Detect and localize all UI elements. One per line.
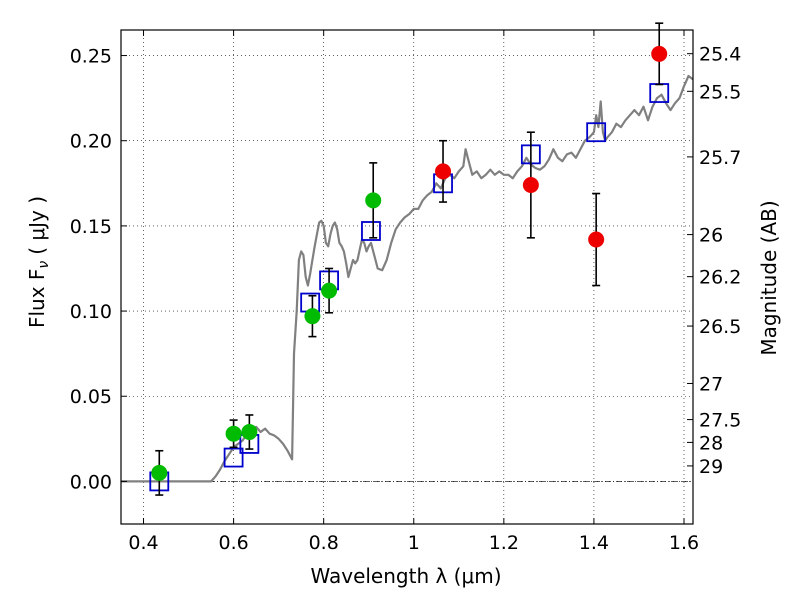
x-tick-label: 1.4 [579, 532, 609, 554]
observed-point-red [435, 163, 452, 180]
y2-tick-label: 28 [699, 432, 723, 454]
y2-tick-label: 25.5 [699, 81, 741, 103]
plot-area [121, 22, 694, 496]
y-axis-label: Flux Fν ( μJy ) [25, 196, 52, 328]
model-flux-square [361, 221, 381, 241]
y-tick-label: 0.05 [70, 386, 112, 408]
y2-tick-label: 27.5 [699, 410, 741, 432]
x-tick-label: 1.6 [669, 532, 699, 554]
model-flux-square [649, 83, 670, 103]
x-tick-label: 1 [408, 532, 420, 554]
y-axis-label-unit: ( μJy ) [25, 196, 49, 255]
x-tick-label: 0.8 [309, 532, 339, 554]
x-axis: 0.4 0.6 0.8 1 1.2 1.4 1.6 [128, 30, 699, 554]
y-tick-label: 0.15 [70, 216, 112, 238]
y-tick-label: 0.10 [70, 301, 112, 323]
y-axis-label-sub: ν [36, 261, 52, 269]
observed-point-green [151, 464, 168, 481]
svg-text:Flux Fν( μJy ): Flux Fν ( μJy ) [25, 196, 52, 328]
y2-tick-label: 25.4 [699, 44, 741, 66]
y-tick-label: 0.25 [70, 46, 112, 68]
model-flux-square [223, 447, 244, 468]
x-tick-label: 1.2 [489, 532, 519, 554]
observed-point-green [241, 424, 258, 441]
grid [121, 30, 693, 524]
model-flux-square [586, 122, 607, 143]
observed-point-red [588, 231, 605, 248]
y2-tick-label: 26.2 [699, 267, 741, 289]
plot-frame [120, 29, 694, 525]
observed-point-red [651, 45, 668, 62]
observed-point-red [522, 177, 539, 194]
y2-axis-label: Magnitude (AB) [757, 200, 781, 355]
observed-point-green [365, 192, 382, 209]
x-axis-label: Wavelength λ (μm) [310, 564, 501, 588]
y-tick-label: 0.00 [70, 471, 112, 493]
observed-point-green [304, 308, 321, 325]
y-tick-label: 0.20 [70, 131, 112, 153]
y-axis-label-main: Flux F [25, 269, 49, 328]
observed-point-green [321, 282, 338, 299]
y2-tick-label: 29 [699, 456, 723, 478]
y-axis: 0.00 0.05 0.10 0.15 0.20 0.25 [70, 46, 127, 493]
x-tick-label: 0.4 [128, 532, 158, 554]
y2-tick-label: 27 [699, 373, 723, 395]
y2-tick-label: 26 [699, 225, 723, 247]
model-spectrum-line [121, 74, 694, 483]
x-tick-label: 0.6 [218, 532, 248, 554]
y2-tick-label: 25.7 [699, 147, 741, 169]
observed-point-green [225, 425, 242, 442]
y2-tick-label: 26.5 [699, 316, 741, 338]
